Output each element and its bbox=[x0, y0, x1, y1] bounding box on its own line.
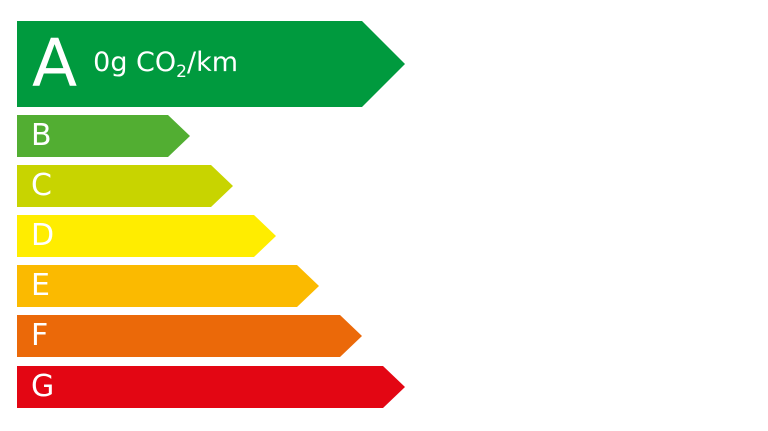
energy-class-g-bar: G bbox=[17, 366, 405, 408]
co2-rating: 0g CO2/km bbox=[93, 47, 238, 82]
class-letter: C bbox=[31, 168, 52, 203]
rating-unit: /km bbox=[187, 46, 239, 78]
class-letter: B bbox=[31, 118, 52, 153]
energy-class-a-bar: A 0g CO2/km bbox=[17, 21, 405, 107]
rating-subscript: 2 bbox=[176, 61, 187, 82]
energy-class-e-bar: E bbox=[17, 265, 319, 307]
class-letter: D bbox=[31, 218, 55, 253]
energy-class-b-bar: B bbox=[17, 115, 190, 157]
energy-class-d-bar: D bbox=[17, 215, 276, 257]
class-letter: A bbox=[32, 25, 78, 102]
rating-value: 0g CO bbox=[93, 46, 177, 78]
class-letter: F bbox=[31, 318, 49, 353]
energy-class-f-bar: F bbox=[17, 315, 362, 357]
class-letter: E bbox=[31, 268, 50, 303]
class-letter: G bbox=[31, 369, 55, 404]
energy-class-c-bar: C bbox=[17, 165, 233, 207]
